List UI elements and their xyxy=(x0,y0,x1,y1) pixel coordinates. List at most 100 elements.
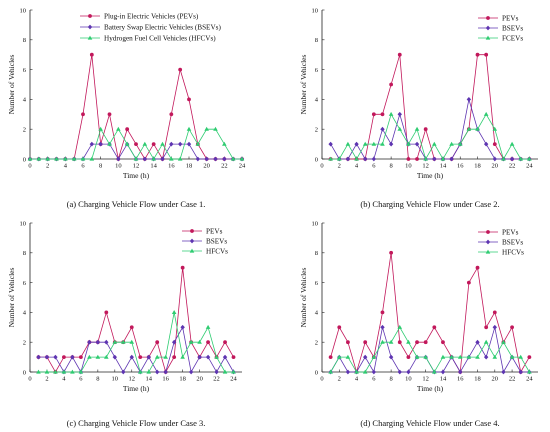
data-point xyxy=(388,111,394,116)
x-axis-label: Time (h) xyxy=(417,171,444,180)
x-tick-label: 2 xyxy=(46,163,49,170)
x-tick-label: 24 xyxy=(526,163,533,170)
data-point xyxy=(527,156,532,161)
data-point xyxy=(475,52,480,57)
x-tick-label: 22 xyxy=(509,376,516,383)
data-point xyxy=(449,354,454,359)
y-tick-label: 4 xyxy=(23,97,27,104)
y-tick-label: 8 xyxy=(23,37,26,44)
legend-item: BSEVs xyxy=(478,25,523,33)
series-line xyxy=(330,252,530,374)
y-tick-label: 4 xyxy=(315,310,319,317)
data-point xyxy=(397,111,402,117)
data-point xyxy=(371,369,377,375)
data-point xyxy=(78,355,83,359)
legend-label: BSEVs xyxy=(502,25,523,33)
legend-item: HFCVs xyxy=(478,249,524,257)
data-point xyxy=(87,354,92,359)
legend-item: FCEVs xyxy=(478,35,523,43)
data-point xyxy=(44,369,50,374)
y-tick-label: 10 xyxy=(20,7,27,14)
data-point xyxy=(169,112,174,117)
x-tick-label: 20 xyxy=(203,163,210,170)
x-tick-label: 2 xyxy=(45,376,48,383)
panel-caption: (c) Charging Vehicle Flow under Case 3. xyxy=(67,418,206,428)
series-fcev xyxy=(27,126,245,161)
data-point xyxy=(345,156,351,162)
data-point xyxy=(112,354,117,360)
data-point xyxy=(129,325,134,330)
data-point xyxy=(414,141,420,147)
data-point xyxy=(137,369,143,374)
data-point xyxy=(104,310,109,315)
data-point xyxy=(206,340,210,345)
series-bsev xyxy=(36,324,236,375)
legend-marker xyxy=(190,229,194,233)
data-point xyxy=(155,340,160,345)
data-point xyxy=(121,369,126,375)
legend-label: Battery Swap Electric Vehicles (BSEVs) xyxy=(104,24,221,32)
data-point xyxy=(449,156,454,162)
data-point xyxy=(389,250,394,255)
data-point xyxy=(160,156,165,162)
data-point xyxy=(388,141,394,147)
data-point xyxy=(142,156,148,162)
data-point xyxy=(44,354,50,360)
y-tick-label: 10 xyxy=(312,220,319,227)
data-point xyxy=(380,141,385,146)
data-point xyxy=(187,97,191,102)
legend: PEVs BSEVs HFCVs xyxy=(478,229,524,257)
series-pev xyxy=(328,250,532,374)
legend-item: BSEVs xyxy=(478,239,523,247)
y-tick-label: 2 xyxy=(23,340,26,347)
data-point xyxy=(177,141,183,147)
legend-marker xyxy=(485,249,491,254)
legend-item: Plug-in Electric Vehicles (PEVs) xyxy=(80,13,199,21)
series-line xyxy=(38,312,234,373)
data-point xyxy=(406,339,411,344)
data-point xyxy=(171,310,177,314)
data-point xyxy=(484,52,489,57)
data-point xyxy=(204,126,209,131)
data-point xyxy=(36,156,42,161)
data-point xyxy=(53,369,58,374)
data-point xyxy=(138,355,143,359)
data-point xyxy=(205,354,211,360)
data-point xyxy=(125,127,130,132)
y-tick-label: 2 xyxy=(315,340,318,347)
data-point xyxy=(134,142,138,147)
x-axis-label: Time (h) xyxy=(123,384,150,393)
legend-marker xyxy=(189,238,195,244)
x-tick-label: 8 xyxy=(99,163,102,170)
data-point xyxy=(197,339,202,344)
data-point xyxy=(397,126,403,131)
x-tick-label: 14 xyxy=(145,376,152,383)
data-point xyxy=(380,310,385,315)
data-point xyxy=(449,141,454,146)
data-point xyxy=(163,354,168,359)
x-tick-label: 4 xyxy=(62,376,66,383)
y-tick-label: 6 xyxy=(315,280,319,287)
y-tick-label: 6 xyxy=(315,67,319,74)
data-point xyxy=(414,126,420,131)
data-point xyxy=(328,141,333,147)
data-point xyxy=(222,141,227,146)
data-point xyxy=(509,156,515,162)
legend-label: BSEVs xyxy=(206,238,227,246)
data-point xyxy=(432,141,437,146)
series-fcev xyxy=(328,324,532,374)
legend-item: PEVs xyxy=(478,15,519,23)
data-point xyxy=(195,156,201,162)
data-point xyxy=(527,355,532,359)
y-tick-label: 10 xyxy=(20,220,27,227)
data-point xyxy=(484,325,489,330)
data-point xyxy=(363,340,368,345)
data-point xyxy=(458,369,463,375)
x-tick-label: 2 xyxy=(338,163,341,170)
data-point xyxy=(133,156,139,161)
data-point xyxy=(397,324,403,329)
data-point xyxy=(95,354,101,359)
data-point xyxy=(186,126,192,131)
